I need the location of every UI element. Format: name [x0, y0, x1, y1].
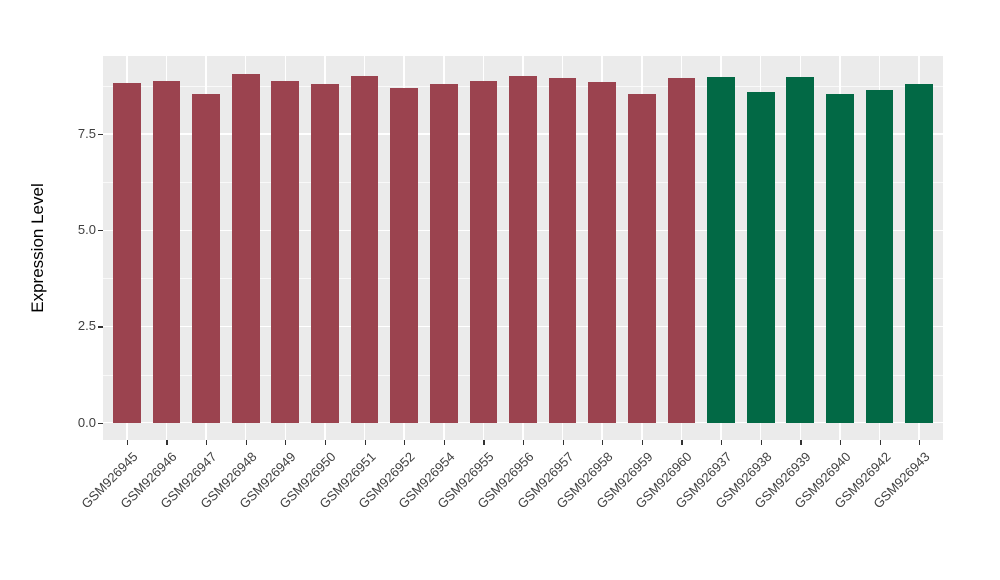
x-tick-mark — [523, 440, 525, 445]
x-tick-mark — [443, 440, 445, 445]
bar-GSM926958 — [588, 81, 617, 423]
x-tick-mark — [364, 440, 366, 445]
bar-GSM926949 — [271, 81, 300, 423]
x-tick-mark — [602, 440, 604, 445]
bar-GSM926955 — [469, 81, 498, 423]
bar-GSM926950 — [311, 84, 339, 423]
y-axis-title: Expression Level — [28, 183, 47, 313]
x-tick-mark — [879, 440, 881, 445]
bar-GSM926945 — [112, 82, 141, 423]
x-tick-mark — [245, 440, 247, 445]
y-tick-mark — [98, 326, 103, 328]
bar-GSM926948 — [231, 74, 260, 423]
bar-GSM926940 — [826, 93, 854, 423]
y-tick-mark — [98, 134, 103, 136]
x-tick-mark — [483, 440, 485, 445]
y-tick-label: 0.0 — [77, 414, 96, 430]
bar-GSM926937 — [707, 77, 735, 423]
bar-GSM926952 — [390, 87, 418, 423]
x-tick-mark — [324, 440, 327, 445]
bar-GSM926939 — [786, 76, 815, 423]
y-tick-mark — [98, 422, 103, 424]
x-tick-mark — [562, 440, 564, 445]
x-tick-mark — [206, 440, 208, 445]
bar-GSM926956 — [509, 76, 537, 423]
x-tick-mark — [641, 440, 644, 445]
x-tick-mark — [800, 440, 802, 445]
bar-GSM926943 — [905, 84, 934, 423]
bar-GSM926946 — [152, 80, 181, 423]
x-tick-mark — [760, 440, 762, 445]
bar-GSM926957 — [548, 77, 577, 423]
bar-GSM926960 — [667, 77, 696, 423]
y-tick-label: 7.5 — [77, 126, 96, 142]
bar-GSM926947 — [192, 94, 220, 423]
x-tick-mark — [285, 440, 287, 445]
x-tick-mark — [166, 440, 168, 445]
x-tick-mark — [681, 440, 683, 445]
y-tick-label: 2.5 — [77, 318, 96, 334]
bar-GSM926942 — [865, 90, 894, 423]
bar-GSM926938 — [746, 91, 775, 423]
x-tick-mark — [126, 440, 128, 445]
bar-GSM926954 — [429, 83, 458, 423]
y-tick-mark — [98, 230, 103, 232]
bar-GSM926959 — [628, 94, 656, 423]
y-tick-label: 5.0 — [77, 222, 96, 238]
x-tick-mark — [919, 440, 921, 445]
x-tick-mark — [404, 440, 406, 445]
bar-GSM926951 — [350, 76, 379, 423]
x-tick-mark — [721, 440, 723, 445]
x-tick-mark — [839, 440, 842, 445]
